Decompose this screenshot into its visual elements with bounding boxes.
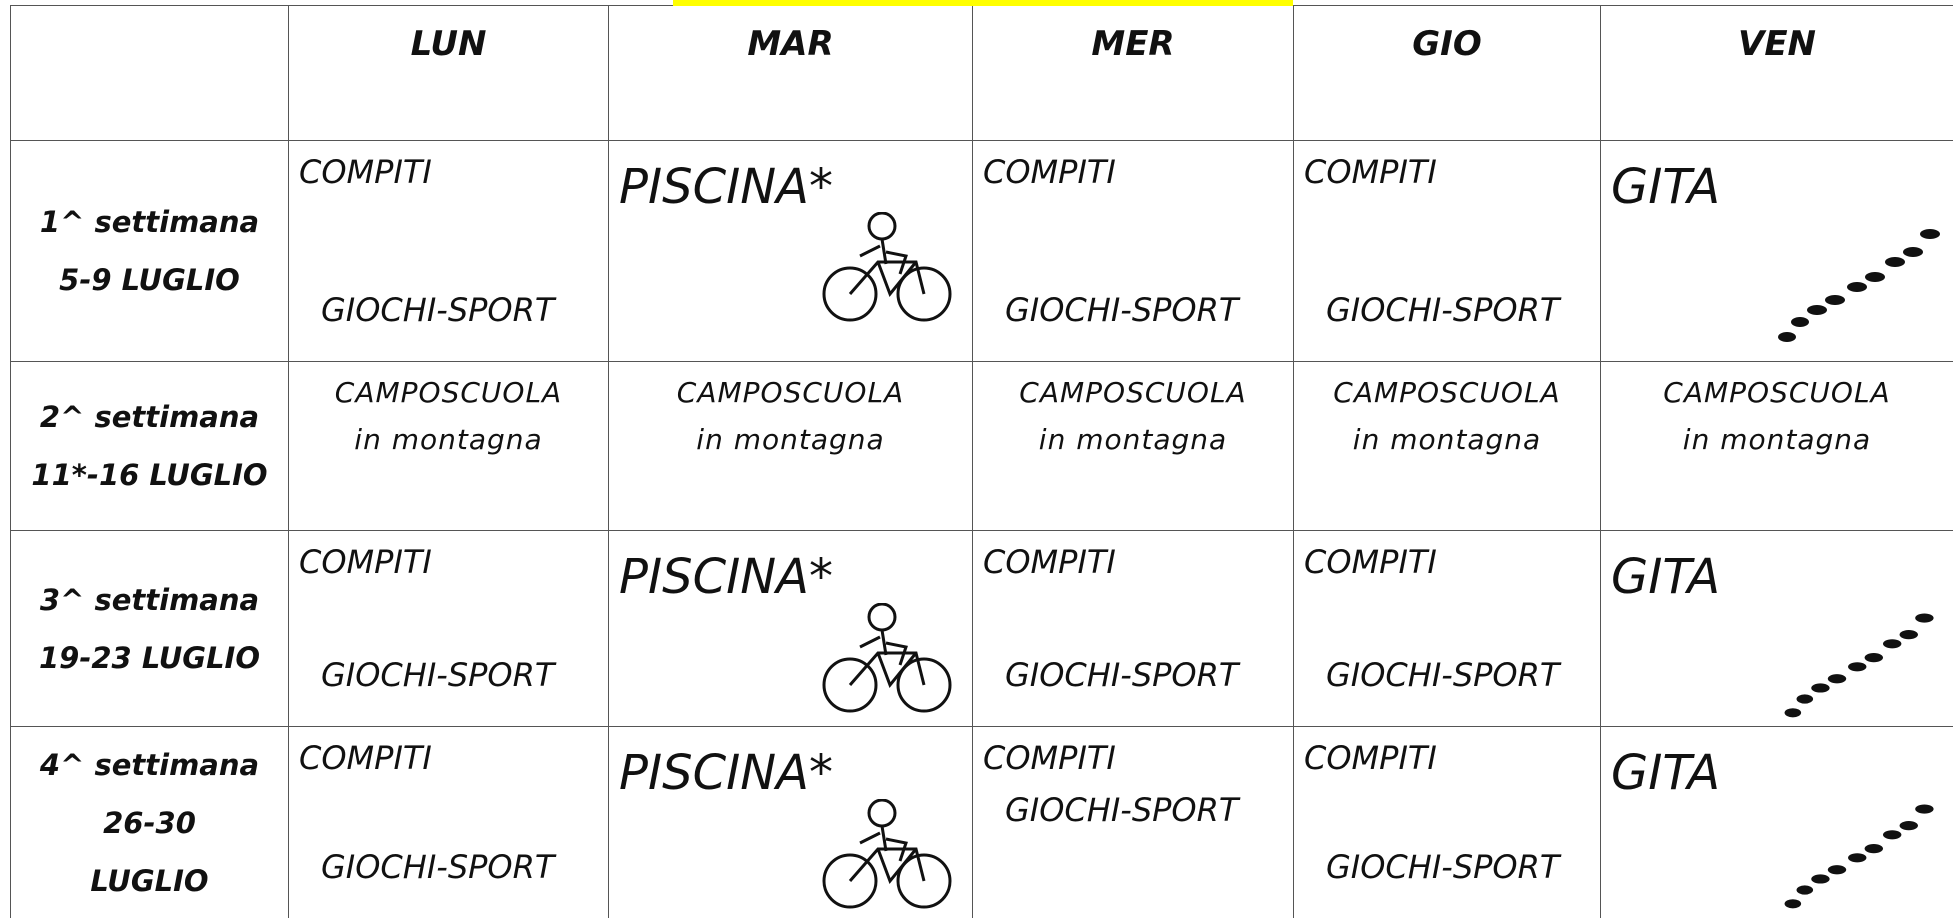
activity-text: in montagna [1038,423,1228,456]
week-cell: 3^ settimana 19-23 LUGLIO [10,530,288,726]
activity-cell: COMPITI GIOCHI-SPORT [288,726,608,918]
activity-text: GIOCHI-SPORT [1005,656,1239,694]
activity-text: CAMPOSCUOLA [1333,376,1561,409]
week-label: 3^ settimana [39,582,260,617]
day-label: GIO [1412,24,1482,64]
week-cell: 1^ settimana 5-9 LUGLIO [10,140,288,361]
week-cell: 4^ settimana 26-30 LUGLIO [10,726,288,918]
activity-cell: COMPITI GIOCHI-SPORT [972,140,1293,361]
week-label: 2^ settimana [39,400,260,434]
activity-cell: COMPITI GIOCHI-SPORT [288,530,608,726]
activity-text: COMPITI [299,543,432,581]
activity-text: in montagna [1682,423,1872,456]
activity-text: PISCINA* [619,159,833,215]
activity-text: COMPITI [1304,543,1437,581]
activity-cell: CAMPOSCUOLA in montagna [288,361,608,530]
activity-text: GIOCHI-SPORT [321,291,555,329]
activity-text: in montagna [1352,423,1542,456]
activity-text: GIOCHI-SPORT [321,656,555,694]
activity-text: COMPITI [1304,153,1437,191]
week-cell: 2^ settimana 11*-16 LUGLIO [10,361,288,530]
day-label: MAR [747,24,834,64]
activity-text: COMPITI [983,543,1116,581]
activity-text: COMPITI [983,153,1116,191]
day-label: MER [1091,24,1175,64]
activity-text: GIOCHI-SPORT [1326,656,1560,694]
activity-text: GITA [1611,549,1721,605]
day-header: MER [972,5,1293,140]
week-label: 4^ settimana [39,747,260,782]
activity-text: PISCINA* [619,745,833,801]
week-label: 11*-16 LUGLIO [31,458,268,492]
activity-text: CAMPOSCUOLA [1019,376,1247,409]
corner-cell [10,5,288,140]
day-label: VEN [1738,24,1816,64]
activity-text: GITA [1611,159,1721,215]
activity-cell: CAMPOSCUOLA in montagna [608,361,972,530]
footprints-icon [1784,613,1934,718]
week-label: 1^ settimana [39,205,260,239]
activity-text: in montagna [696,423,885,456]
activity-text: GIOCHI-SPORT [321,848,555,886]
activity-cell: CAMPOSCUOLA in montagna [1293,361,1600,530]
activity-text: COMPITI [299,153,432,191]
activity-text: GIOCHI-SPORT [1005,291,1239,329]
day-label: LUN [410,24,487,64]
highlight-bar [673,0,1293,6]
day-header: VEN [1600,5,1953,140]
activity-cell: GITA [1600,530,1953,726]
activity-cell: GITA [1600,726,1953,918]
activity-cell: PISCINA* [608,726,972,918]
activity-text: COMPITI [983,739,1116,777]
day-header: MAR [608,5,972,140]
day-header: LUN [288,5,608,140]
activity-cell: COMPITI GIOCHI-SPORT [288,140,608,361]
activity-cell: CAMPOSCUOLA in montagna [1600,361,1953,530]
activity-cell: COMPITI GIOCHI-SPORT [972,530,1293,726]
bike-icon [822,799,952,909]
activity-cell: GITA [1600,140,1953,361]
activity-cell: COMPITI GIOCHI-SPORT [1293,530,1600,726]
activity-text: GIOCHI-SPORT [1005,791,1239,829]
day-header: GIO [1293,5,1600,140]
activity-text: GIOCHI-SPORT [1326,848,1560,886]
activity-cell: COMPITI GIOCHI-SPORT [1293,140,1600,361]
footprints-icon [1784,804,1934,909]
activity-text: PISCINA* [619,549,833,605]
activity-cell: COMPITI GIOCHI-SPORT [972,726,1293,918]
activity-text: GITA [1611,745,1721,801]
week-label: 5-9 LUGLIO [59,263,240,297]
activity-text: CAMPOSCUOLA [334,376,563,409]
activity-cell: PISCINA* [608,140,972,361]
activity-cell: PISCINA* [608,530,972,726]
activity-text: COMPITI [299,739,432,777]
activity-text: CAMPOSCUOLA [1663,376,1891,409]
activity-text: in montagna [354,423,543,456]
activity-cell: COMPITI GIOCHI-SPORT [1293,726,1600,918]
activity-text: CAMPOSCUOLA [676,376,905,409]
week-label: 26-30 [103,805,196,840]
week-label: 19-23 LUGLIO [38,640,260,675]
activity-text: COMPITI [1304,739,1437,777]
week-label: LUGLIO [90,863,209,898]
footprints-icon [1778,229,1940,342]
activity-cell: CAMPOSCUOLA in montagna [972,361,1293,530]
activity-text: GIOCHI-SPORT [1326,291,1560,329]
bike-icon [822,603,952,713]
bike-icon [822,212,952,322]
